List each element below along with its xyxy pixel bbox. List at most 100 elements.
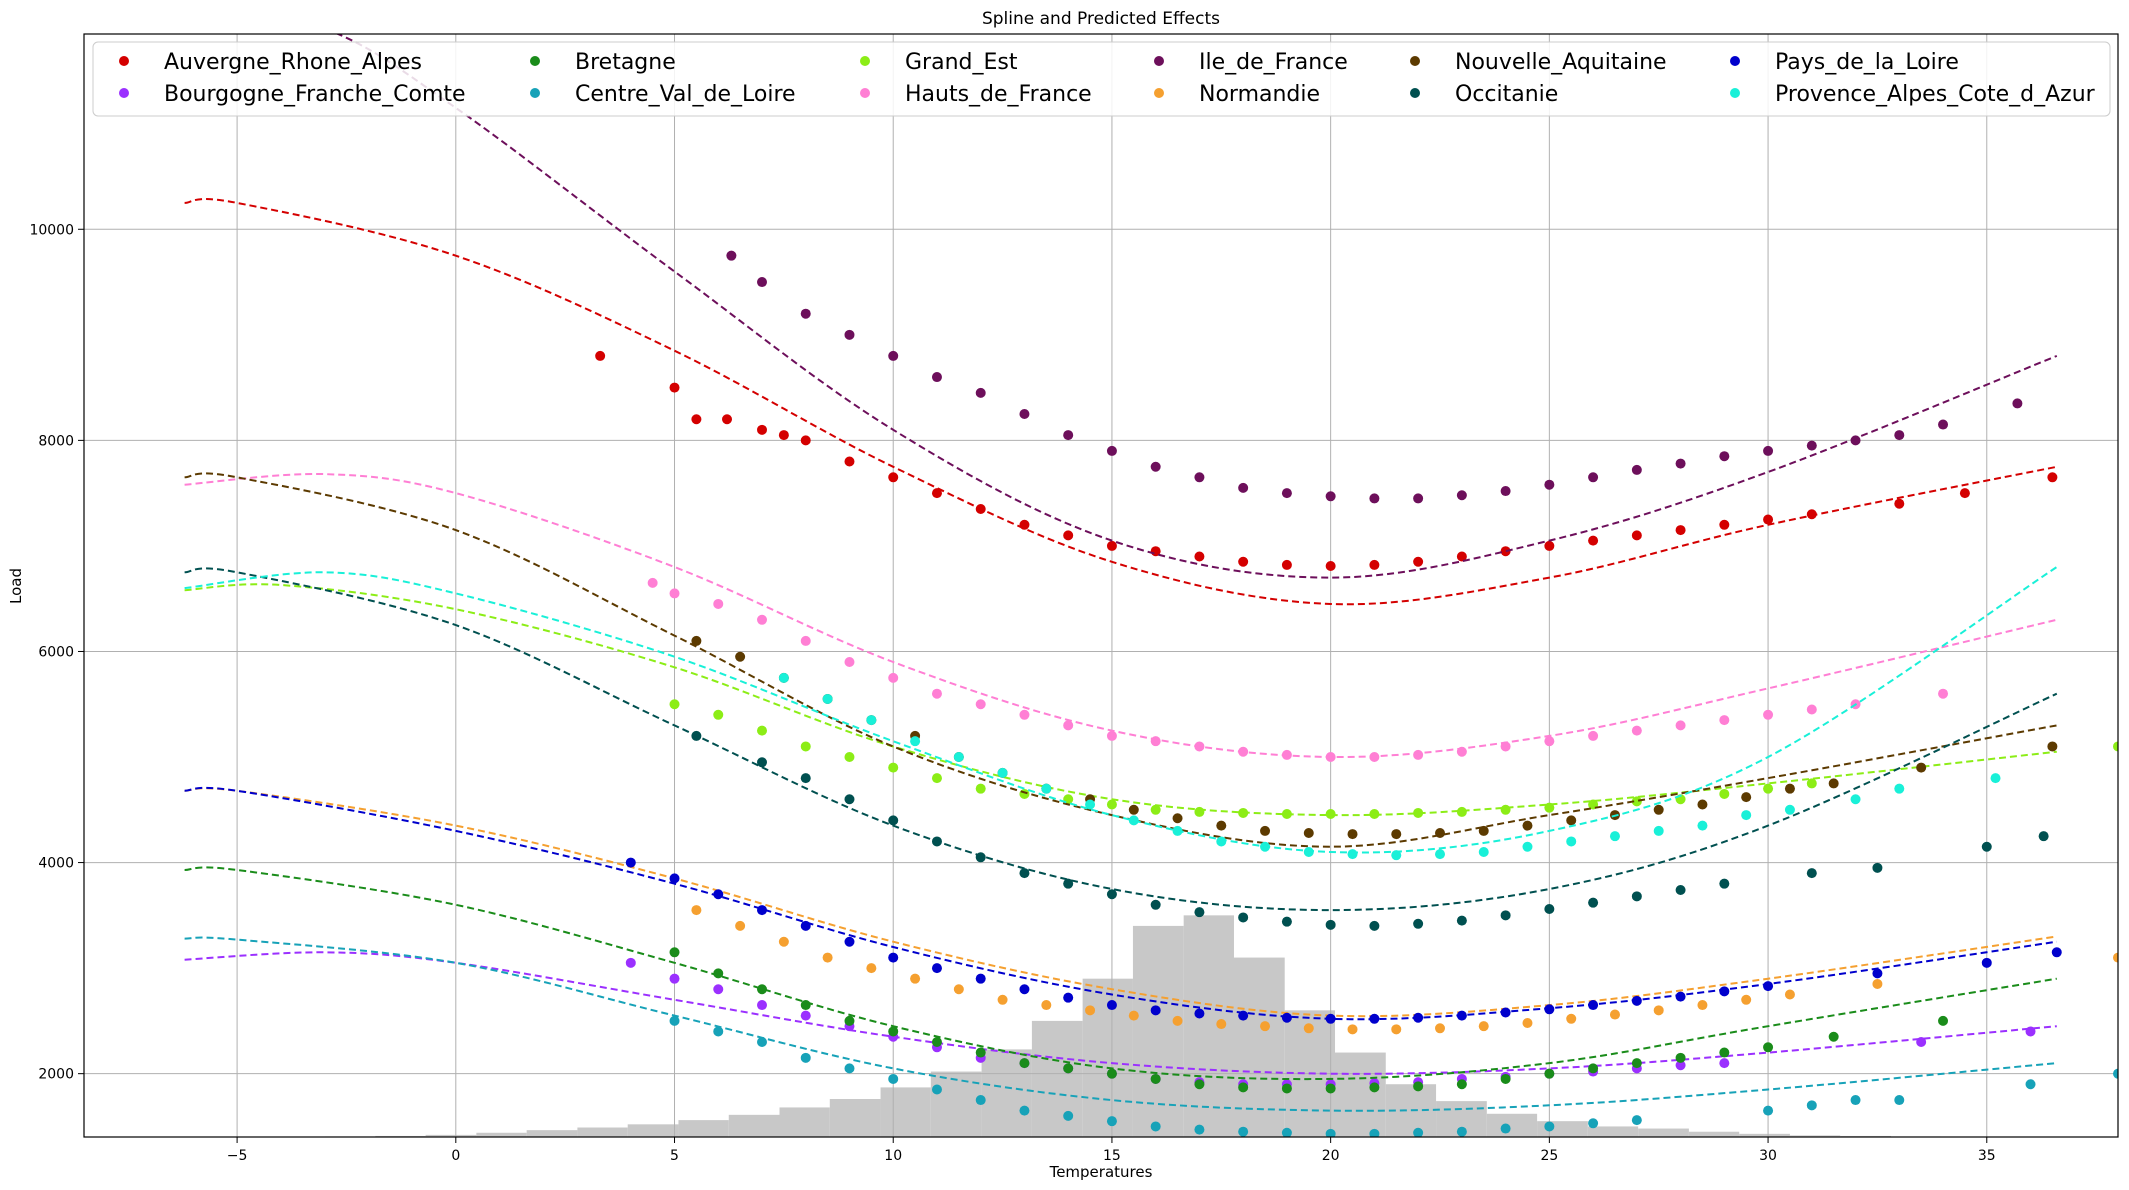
data-point bbox=[713, 598, 724, 609]
data-point bbox=[1063, 992, 1074, 1003]
legend-label: Centre_Val_de_Loire bbox=[575, 82, 796, 107]
x-axis: −5 0 5 10 15 20 25 30 35 bbox=[227, 1137, 1996, 1164]
legend-label: Provence_Alpes_Cote_d_Azur bbox=[1775, 82, 2096, 107]
data-point bbox=[975, 973, 986, 984]
data-point bbox=[1500, 546, 1511, 557]
data-point bbox=[1675, 991, 1686, 1002]
data-point bbox=[2113, 1068, 2118, 1079]
data-point bbox=[1281, 916, 1292, 927]
data-point bbox=[1391, 850, 1402, 861]
data-point bbox=[1544, 479, 1555, 490]
data-point bbox=[1194, 551, 1205, 562]
data-point bbox=[1631, 464, 1642, 475]
data-point bbox=[1828, 778, 1839, 789]
data-point bbox=[1347, 849, 1358, 860]
data-point bbox=[1106, 889, 1117, 900]
legend-item-nouvelle-aquitaine: Nouvelle_Aquitaine bbox=[1410, 50, 1667, 75]
data-point bbox=[1281, 1127, 1292, 1137]
data-point bbox=[1500, 910, 1511, 921]
data-point bbox=[1281, 559, 1292, 570]
data-point bbox=[1063, 1110, 1074, 1121]
legend-marker bbox=[119, 56, 129, 66]
data-point bbox=[1456, 1126, 1467, 1137]
data-point bbox=[1588, 730, 1599, 741]
data-point bbox=[1019, 408, 1030, 419]
data-point bbox=[722, 414, 733, 425]
data-point bbox=[669, 382, 680, 393]
data-point bbox=[1872, 862, 1883, 873]
x-tick-label: 20 bbox=[1322, 1148, 1340, 1164]
data-point bbox=[1150, 1073, 1161, 1084]
x-tick-label: 0 bbox=[451, 1148, 460, 1164]
data-point bbox=[888, 815, 899, 826]
data-point bbox=[1391, 829, 1402, 840]
legend-label: Bourgogne_Franche_Comte bbox=[164, 82, 466, 107]
data-point bbox=[1981, 957, 1992, 968]
data-point bbox=[975, 783, 986, 794]
data-point bbox=[1194, 1008, 1205, 1019]
data-point bbox=[1566, 1013, 1577, 1024]
data-point bbox=[931, 963, 942, 974]
data-point bbox=[844, 752, 855, 763]
data-point bbox=[1938, 1015, 1949, 1026]
data-point bbox=[1194, 806, 1205, 817]
data-point bbox=[1369, 493, 1380, 504]
data-point bbox=[1325, 1083, 1336, 1094]
data-point bbox=[1719, 715, 1730, 726]
data-point bbox=[691, 414, 702, 425]
data-point bbox=[1522, 841, 1533, 852]
data-point bbox=[1106, 1116, 1117, 1127]
data-point bbox=[757, 757, 767, 768]
data-point bbox=[800, 1000, 811, 1011]
data-point bbox=[1413, 918, 1424, 929]
data-point bbox=[1019, 788, 1030, 799]
data-point bbox=[1500, 1073, 1511, 1084]
legend-item-pays-de-la-loire: Pays_de_la_Loire bbox=[1730, 50, 1959, 75]
chart-title: Spline and Predicted Effects bbox=[982, 9, 1220, 29]
legend-item-occitanie: Occitanie bbox=[1410, 82, 1558, 107]
data-point bbox=[1959, 488, 1970, 499]
legend-marker bbox=[530, 56, 540, 66]
data-point bbox=[822, 952, 833, 963]
plot-area bbox=[83, 33, 2119, 1138]
x-tick-label: −5 bbox=[227, 1148, 248, 1164]
data-point bbox=[2113, 741, 2118, 752]
histogram-bar bbox=[678, 1120, 729, 1137]
data-point bbox=[910, 736, 921, 747]
data-point bbox=[1784, 783, 1795, 794]
histogram-bar bbox=[880, 1087, 931, 1137]
legend-item-normandie: Normandie bbox=[1154, 82, 1320, 107]
data-point bbox=[1894, 430, 1905, 441]
data-point bbox=[757, 424, 767, 435]
series-bretagne bbox=[184, 866, 2057, 1094]
data-point bbox=[953, 752, 964, 763]
data-point bbox=[1828, 1031, 1839, 1042]
data-point bbox=[1588, 1063, 1599, 1074]
legend-label: Normandie bbox=[1199, 82, 1320, 107]
data-point bbox=[1653, 825, 1664, 836]
data-point bbox=[1938, 688, 1949, 699]
data-point bbox=[1872, 968, 1883, 979]
data-point bbox=[1325, 491, 1336, 502]
histogram-bar bbox=[1739, 1133, 1790, 1137]
data-point bbox=[757, 277, 767, 288]
data-point bbox=[691, 905, 702, 916]
data-point bbox=[1719, 451, 1730, 462]
plot-frame bbox=[83, 33, 2119, 1138]
legend-marker bbox=[1154, 56, 1164, 66]
data-point bbox=[1303, 1023, 1314, 1034]
data-point bbox=[931, 1084, 942, 1095]
histogram-bar bbox=[1486, 1113, 1538, 1137]
data-point bbox=[1675, 1060, 1686, 1071]
data-point bbox=[1063, 530, 1074, 541]
data-point bbox=[931, 688, 942, 699]
data-point bbox=[888, 762, 899, 773]
data-point bbox=[1281, 1012, 1292, 1023]
data-point bbox=[1172, 813, 1183, 824]
data-point bbox=[866, 963, 877, 974]
data-point bbox=[975, 387, 986, 398]
data-point bbox=[1063, 430, 1074, 441]
data-point bbox=[888, 1073, 899, 1084]
data-point bbox=[713, 968, 724, 979]
x-tick-label: 25 bbox=[1540, 1148, 1558, 1164]
